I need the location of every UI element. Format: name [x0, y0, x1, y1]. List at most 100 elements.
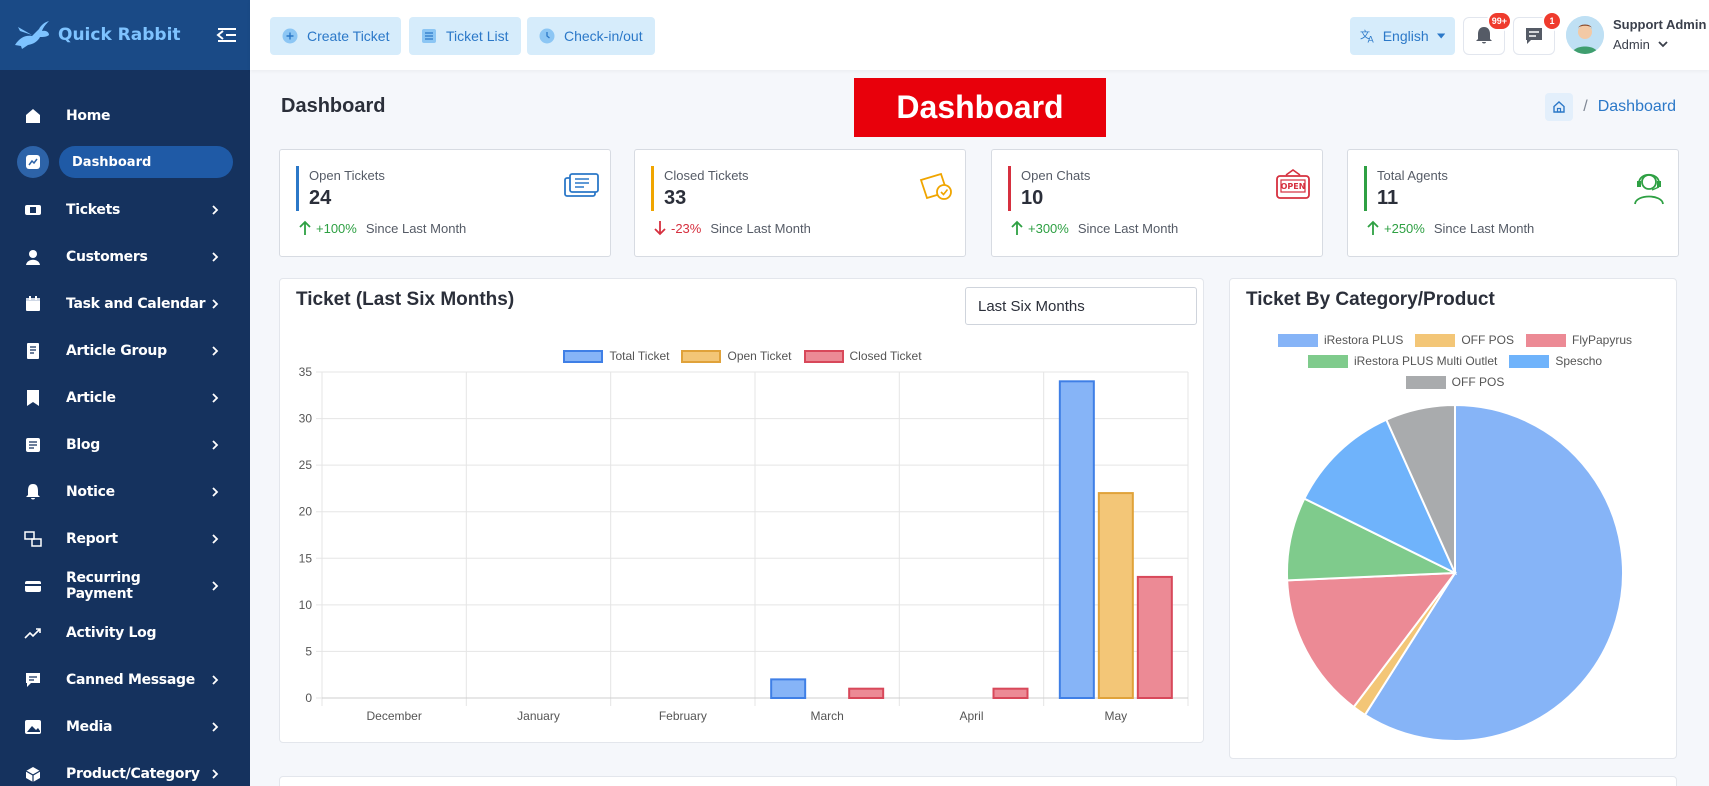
sidebar-item-icon	[24, 671, 42, 689]
bar-open-ticket	[1097, 492, 1134, 699]
legend-label: Open Ticket	[727, 349, 792, 363]
category-pie-chart	[1286, 403, 1624, 742]
legend-item[interactable]: Spescho	[1509, 354, 1602, 368]
arrow-up-icon	[299, 220, 311, 235]
sidebar-item-label: Canned Message	[66, 671, 195, 688]
legend-item[interactable]: Closed Ticket	[803, 349, 922, 363]
sidebar-item-recurring-payment[interactable]: Recurring Payment	[0, 562, 250, 609]
stat-title: Closed Tickets	[664, 168, 749, 183]
legend-item[interactable]: iRestora PLUS	[1277, 333, 1404, 347]
sidebar-item-label: Customers	[66, 248, 148, 265]
stat-change-pct: +100%	[316, 220, 357, 236]
list-icon	[422, 29, 436, 43]
translate-icon: 文A	[1360, 29, 1375, 45]
legend-label: iRestora PLUS	[1323, 333, 1404, 347]
svg-text:OPEN: OPEN	[1281, 182, 1306, 191]
closed-ticket-icon	[919, 172, 952, 200]
home-icon	[26, 108, 40, 123]
legend-label: Spescho	[1555, 354, 1603, 368]
sidebar-item-icon	[24, 530, 42, 548]
stat-change-pct: -23%	[671, 220, 702, 236]
sidebar-item-notice[interactable]: Notice	[0, 468, 250, 515]
legend-item[interactable]: OFF POS	[1405, 375, 1504, 389]
checkin-button[interactable]: Check-in/out	[527, 17, 655, 55]
sidebar-item-home[interactable]: Home	[0, 92, 250, 139]
legend-item[interactable]: FlyPapyrus	[1526, 333, 1632, 347]
sidebar-item-article[interactable]: Article	[0, 374, 250, 421]
user-role[interactable]: Admin	[1613, 37, 1668, 52]
y-tick-label: 20	[299, 505, 313, 519]
bell-icon	[26, 483, 40, 499]
sidebar-item-tickets[interactable]: Tickets	[0, 186, 250, 233]
sidebar-item-customers[interactable]: Customers	[0, 233, 250, 280]
sidebar-toggle-icon[interactable]	[216, 25, 238, 45]
stat-change-note: Since Last Month	[365, 220, 467, 236]
sidebar-item-blog[interactable]: Blog	[0, 421, 250, 468]
pie-slice-off-pos[interactable]	[1385, 403, 1456, 574]
bar-total-ticket	[770, 678, 807, 699]
x-tick-label: January	[517, 709, 560, 723]
sidebar-item-label: Article Group	[66, 342, 167, 359]
sidebar: Quick Rabbit Home Dashboard Tickets Cust…	[0, 0, 250, 786]
legend-swatch	[1277, 333, 1318, 347]
pie-slice-spescho[interactable]	[1303, 418, 1458, 576]
stat-change: -23% Since Last Month	[653, 220, 811, 236]
sidebar-item-icon	[24, 201, 42, 219]
ticket-chart-panel: Ticket (Last Six Months) Last Six Months…	[279, 278, 1204, 743]
legend-item[interactable]: Open Ticket	[681, 349, 792, 363]
clock-icon	[539, 28, 555, 44]
ticket-list-button[interactable]: Ticket List	[409, 17, 521, 55]
sidebar-item-label: Tickets	[66, 201, 121, 218]
stat-title: Open Chats	[1021, 168, 1091, 183]
sidebar-item-product-category[interactable]: Product/Category	[0, 750, 250, 786]
pie-slice-irestora-plus[interactable]	[1363, 403, 1624, 742]
ticket-icon	[564, 173, 599, 197]
sidebar-item-label: Dashboard	[59, 146, 233, 178]
period-select[interactable]: Last Six Months	[965, 287, 1197, 325]
user-name[interactable]: Support Admin	[1613, 17, 1707, 32]
sidebar-item-dashboard[interactable]: Dashboard	[0, 139, 250, 186]
stat-value: 10	[1021, 187, 1044, 209]
sidebar-item-label: Recurring Payment	[66, 569, 141, 602]
arrow-down-icon	[654, 221, 666, 236]
breadcrumb-home-button[interactable]	[1545, 93, 1574, 121]
user-icon	[26, 249, 40, 265]
sidebar-item-media[interactable]: Media	[0, 703, 250, 750]
notifications-badge: 99+	[1486, 11, 1512, 31]
chevron-right-icon	[212, 439, 219, 450]
sidebar-item-label: Blog	[66, 436, 100, 453]
legend-swatch	[681, 349, 722, 363]
legend-label: iRestora PLUS Multi Outlet	[1353, 354, 1498, 368]
legend-item[interactable]: OFF POS	[1415, 333, 1514, 347]
blog-icon	[26, 437, 40, 452]
stat-change: +300% Since Last Month	[1010, 220, 1178, 236]
stat-change-note: Since Last Month	[1077, 220, 1179, 236]
sidebar-item-report[interactable]: Report	[0, 515, 250, 562]
legend-item[interactable]: iRestora PLUS Multi Outlet	[1307, 354, 1498, 368]
article-icon	[27, 389, 39, 406]
sidebar-item-activity-log[interactable]: Activity Log	[0, 609, 250, 656]
calendar-icon	[26, 295, 40, 311]
app-name: Quick Rabbit	[58, 25, 181, 45]
legend-label: Total Ticket	[609, 349, 670, 363]
bar-closed-ticket	[1136, 575, 1173, 699]
sidebar-item-task-and-calendar[interactable]: Task and Calendar	[0, 280, 250, 327]
avatar[interactable]	[1566, 16, 1604, 54]
bar-closed-ticket	[848, 687, 885, 699]
chevron-right-icon	[212, 533, 219, 544]
legend-swatch	[1405, 375, 1446, 389]
legend-label: FlyPapyrus	[1572, 333, 1633, 347]
create-ticket-button[interactable]: Create Ticket	[270, 17, 402, 55]
legend-item[interactable]: Total Ticket	[563, 349, 669, 363]
stat-value: 11	[1377, 187, 1399, 209]
messages-button[interactable]: 1	[1513, 11, 1562, 55]
sidebar-item-canned-message[interactable]: Canned Message	[0, 656, 250, 703]
ticket-chart-title: Ticket (Last Six Months)	[296, 289, 515, 310]
sidebar-item-article-group[interactable]: Article Group	[0, 327, 250, 374]
notifications-button[interactable]: 99+	[1463, 11, 1512, 55]
sidebar-item-label: Report	[66, 530, 118, 547]
pie-slice-flypapyrus[interactable]	[1286, 571, 1458, 709]
stat-accent-bar	[1008, 166, 1011, 211]
chevron-down-icon	[1658, 41, 1668, 48]
